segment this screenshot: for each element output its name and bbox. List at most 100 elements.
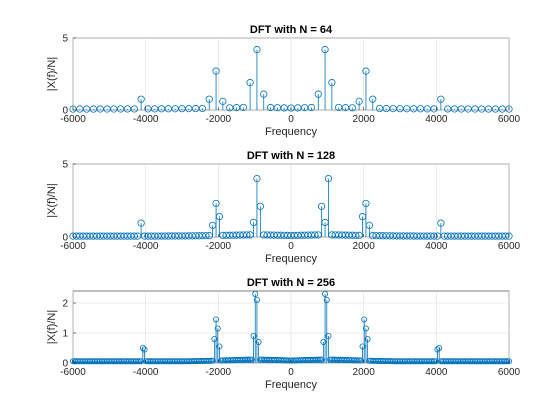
- stem-marker: [76, 105, 84, 113]
- stem-marker: [96, 105, 104, 113]
- stem-marker: [137, 219, 145, 227]
- stem-marker: [253, 45, 261, 54]
- stem-marker: [396, 232, 404, 240]
- stem-marker: [403, 232, 411, 240]
- stem-marker: [273, 104, 281, 112]
- stem-marker: [386, 232, 394, 240]
- stem-marker: [226, 104, 234, 112]
- stem-marker: [214, 325, 221, 332]
- x-axis-label: Frequency: [265, 379, 317, 391]
- stem-marker: [365, 221, 373, 229]
- stem-marker: [294, 104, 302, 112]
- stem-marker: [410, 105, 418, 113]
- stem-marker: [420, 232, 428, 240]
- stem-marker: [341, 231, 350, 239]
- stem-marker: [341, 104, 350, 112]
- subplot-dft-n64: -6000 -4000 -2000 0 2000 4000 6000 0 5 DFT with N…: [46, 24, 521, 138]
- x-tick-label: -4000: [133, 241, 159, 252]
- x-tick-label: 2000: [353, 241, 376, 252]
- y-axis-label: |X(f)/N|: [46, 183, 58, 217]
- stem-marker: [498, 105, 506, 113]
- stem-marker: [250, 332, 257, 339]
- x-tick-label: 0: [288, 114, 294, 125]
- stem-marker: [427, 232, 435, 240]
- stem-marker: [382, 232, 390, 240]
- x-tick-label: -2000: [206, 367, 232, 378]
- stem-marker: [245, 356, 252, 363]
- y-tick-label: 1: [62, 329, 68, 340]
- stem-marker: [423, 232, 431, 240]
- stem-marker: [256, 202, 264, 210]
- y-tick-label: 0: [62, 106, 68, 117]
- stem-marker: [277, 231, 285, 239]
- x-tick-label: 0: [288, 241, 294, 252]
- stem-marker: [209, 357, 216, 364]
- stem-marker: [301, 104, 309, 112]
- subplot-dft-n128: -6000 -4000 -2000 0 2000 4000 6000 0 5 DFT with N…: [46, 150, 521, 265]
- y-axis-label: |X(f)/N|: [46, 57, 58, 91]
- stem-marker: [151, 105, 159, 113]
- stem-marker: [328, 79, 336, 87]
- x-tick-label: -4000: [133, 114, 159, 125]
- stem-marker: [361, 316, 368, 323]
- x-tick-label: -6000: [60, 114, 86, 125]
- stem-marker: [413, 232, 421, 240]
- stem-marker: [322, 290, 329, 297]
- stem-marker: [444, 105, 452, 113]
- stem-marker: [430, 105, 438, 113]
- x-axis-label: Frequency: [265, 126, 317, 138]
- stem-marker: [192, 104, 200, 113]
- stem-marker: [134, 358, 141, 365]
- chart-title: DFT with N = 256: [247, 277, 335, 289]
- y-tick-label: 5: [62, 160, 68, 171]
- stem-marker: [375, 104, 384, 113]
- stem-marker: [369, 232, 377, 240]
- stem-marker: [396, 105, 404, 113]
- stem-marker: [382, 104, 390, 113]
- stem-marker: [505, 232, 513, 240]
- x-tick-label: 0: [288, 367, 294, 378]
- stem-marker: [335, 231, 343, 239]
- stem-marker: [437, 219, 445, 227]
- stem-marker: [352, 231, 360, 239]
- stem-marker: [263, 231, 271, 239]
- stem-marker: [359, 343, 366, 350]
- stem-marker: [270, 231, 278, 239]
- x-tick-label: 6000: [498, 241, 521, 252]
- stem-marker: [266, 231, 275, 239]
- stem-marker: [372, 232, 380, 240]
- stem-marker: [136, 358, 143, 365]
- stem-marker: [437, 95, 445, 103]
- stem-marker: [392, 232, 401, 240]
- stem-marker: [260, 231, 268, 239]
- stem-marker: [219, 97, 227, 105]
- stem-marker: [457, 105, 465, 113]
- stem-marker: [379, 232, 387, 240]
- stem-marker: [325, 332, 332, 339]
- stem-marker: [362, 67, 370, 75]
- stem-marker: [399, 232, 408, 240]
- subplot-dft-n256: -6000 -4000 -2000 0 2000 4000 6000 0 1 2 DFT with …: [46, 277, 521, 391]
- stem-marker: [315, 356, 322, 363]
- stem-marker: [205, 95, 213, 103]
- stem-marker: [502, 358, 509, 365]
- stem-marker: [212, 67, 220, 75]
- stem-marker: [321, 45, 329, 54]
- stem-marker: [215, 212, 224, 221]
- stem-marker: [406, 232, 414, 240]
- stem-marker: [471, 105, 479, 113]
- x-tick-label: 4000: [425, 241, 448, 252]
- stem-marker: [318, 356, 325, 363]
- stem-marker: [369, 95, 377, 103]
- x-tick-label: -2000: [206, 114, 232, 125]
- stem-marker: [410, 232, 418, 240]
- x-tick-label: 2000: [353, 367, 376, 378]
- stem-marker: [253, 175, 261, 183]
- stem-marker: [416, 232, 425, 240]
- stem-marker: [110, 105, 118, 113]
- stem-marker: [139, 344, 146, 351]
- stem-marker: [232, 104, 241, 112]
- stem-marker: [137, 95, 145, 103]
- x-tick-label: 6000: [498, 367, 521, 378]
